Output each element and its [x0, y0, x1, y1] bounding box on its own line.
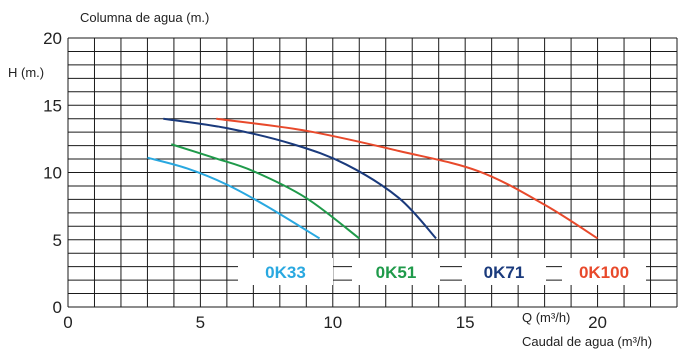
y-tick-label: 20 — [43, 29, 62, 48]
axis-ticks: 0 5 10 15 20 0 5 10 15 20 — [43, 29, 607, 332]
x-tick-label: 20 — [588, 313, 607, 332]
y-tick-label: 10 — [43, 164, 62, 183]
x-tick-label: 0 — [63, 313, 72, 332]
legend: 0K33 0K51 0K71 0K100 — [238, 258, 646, 285]
y-tick-label: 0 — [53, 298, 62, 317]
x-tick-label: 15 — [456, 313, 475, 332]
y-axis-label: H (m.) — [8, 65, 44, 80]
legend-label-0k51: 0K51 — [376, 263, 417, 282]
y-tick-label: 15 — [43, 96, 62, 115]
series-line-0k71 — [163, 117, 437, 240]
x-axis-label: Caudal de agua (m³/h) — [522, 334, 652, 349]
x-tick-label: 5 — [196, 313, 205, 332]
y-tick-label: 5 — [53, 231, 62, 250]
chart-title: Columna de agua (m.) — [80, 10, 209, 25]
series-line-0k100 — [216, 117, 599, 240]
legend-label-0k33: 0K33 — [265, 263, 306, 282]
series-line-0k51 — [170, 143, 360, 240]
legend-label-0k100: 0K100 — [579, 263, 629, 282]
legend-box — [352, 258, 440, 285]
x-tick-label: 10 — [323, 313, 342, 332]
legend-box — [562, 258, 646, 285]
legend-box — [238, 258, 333, 285]
pump-curves — [147, 117, 599, 240]
grid — [67, 37, 678, 308]
legend-box — [462, 258, 546, 285]
legend-label-0k71: 0K71 — [484, 263, 525, 282]
x-axis-label-short: Q (m³/h) — [522, 310, 570, 325]
series-line-0k33 — [147, 156, 321, 240]
